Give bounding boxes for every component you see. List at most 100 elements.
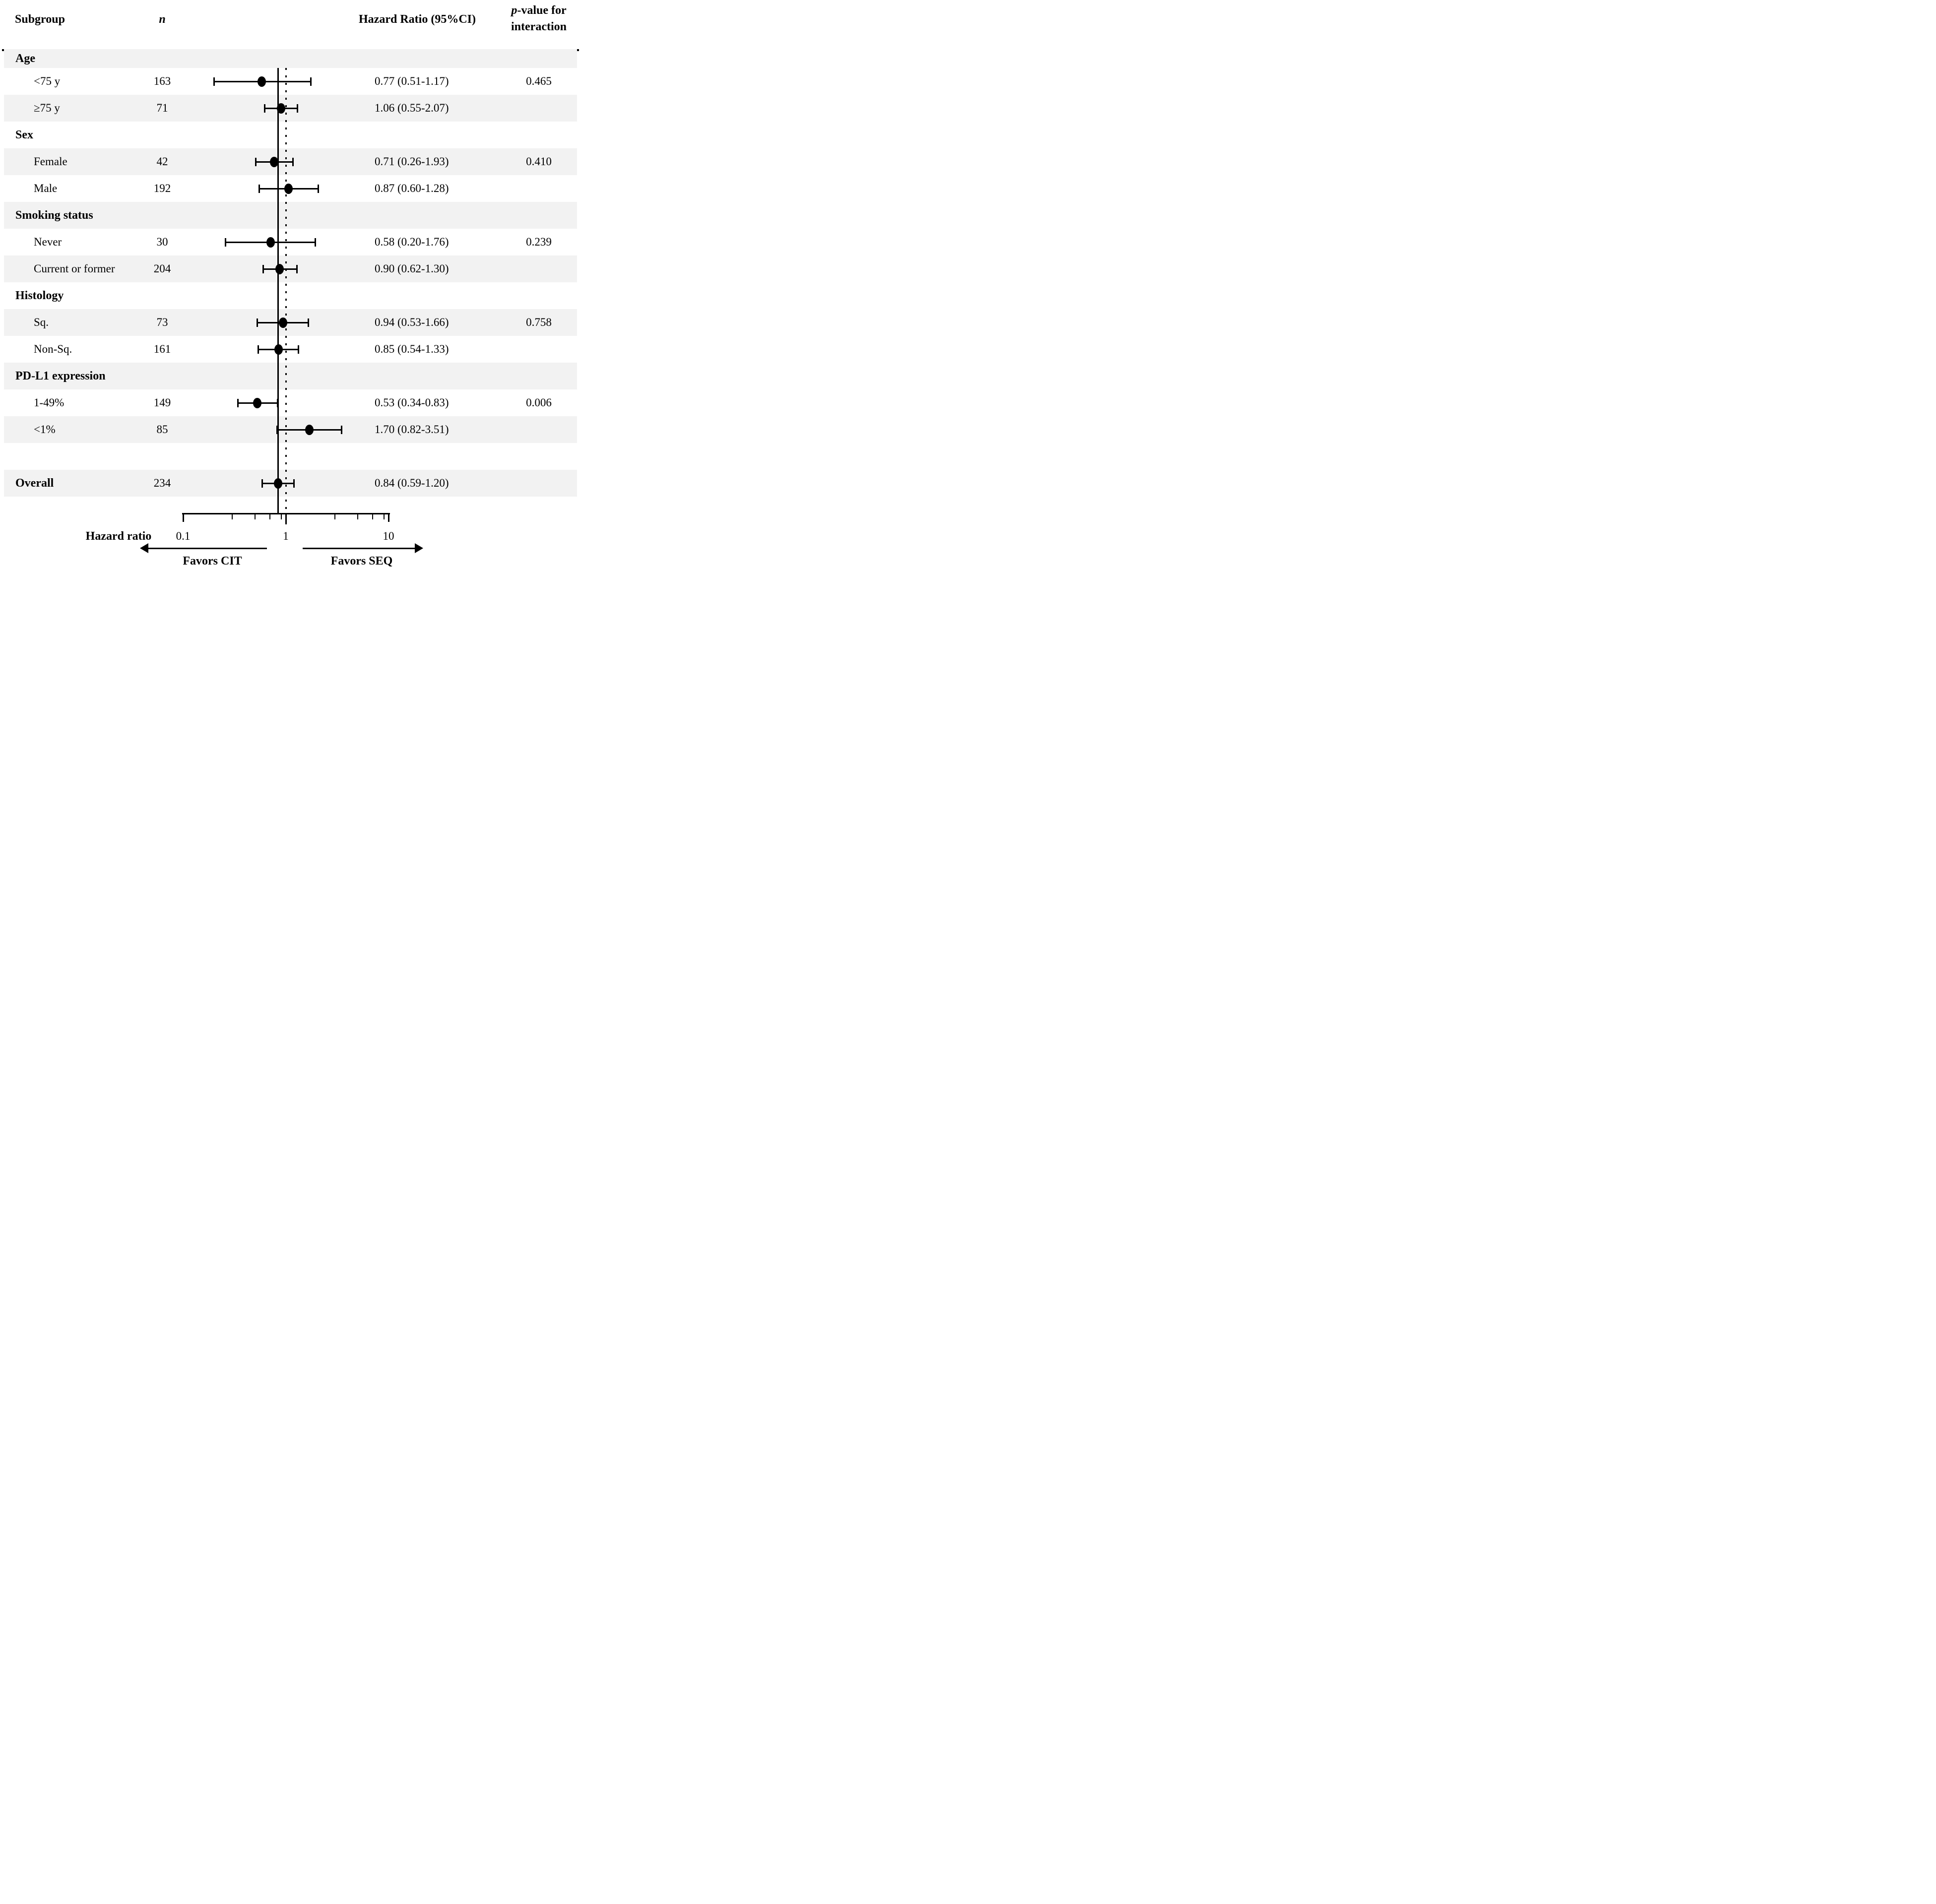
- x-axis-minor-tick: [357, 514, 358, 519]
- p-value-header-line1: p-value for: [489, 2, 581, 19]
- p-value-text: 0.410: [526, 155, 552, 168]
- x-axis-minor-tick: [280, 514, 282, 519]
- ci-cap-low: [257, 318, 258, 327]
- ci-cap-high: [308, 318, 310, 327]
- row-label-category: Sex: [15, 128, 33, 141]
- row-n-value: 234: [153, 477, 171, 489]
- row-n-value: 30: [156, 236, 168, 248]
- row-label: <75 y: [34, 75, 61, 87]
- hr-point-marker: [284, 183, 293, 194]
- ci-cap-low: [225, 238, 227, 247]
- x-axis-minor-tick: [334, 514, 335, 519]
- ci-cap-high: [296, 264, 298, 273]
- hr-point-marker: [274, 344, 283, 355]
- x-axis-minor-tick: [372, 514, 373, 519]
- row-label-category: Age: [15, 52, 35, 65]
- row-band: [4, 443, 577, 470]
- row-n-value: 42: [156, 155, 168, 168]
- p-value-text: 0.006: [526, 396, 552, 409]
- hr-point-marker: [273, 478, 282, 489]
- reference-line-hr1: [285, 68, 287, 513]
- x-axis-minor-tick: [231, 514, 233, 519]
- p-value-header-p: p: [511, 4, 517, 17]
- ci-cap-high: [292, 157, 294, 166]
- row-band: [4, 389, 577, 416]
- hr-ci-text: 0.71 (0.26-1.93): [375, 155, 449, 168]
- ci-cap-high: [297, 104, 299, 113]
- row-n-value: 71: [156, 102, 168, 114]
- row-band: [4, 202, 577, 229]
- row-n-value: 85: [156, 423, 168, 436]
- p-value-header-rest: -value for: [517, 4, 567, 17]
- ci-cap-high: [293, 479, 295, 488]
- ci-cap-high: [298, 345, 300, 354]
- hr-point-marker: [277, 103, 286, 114]
- x-axis-minor-tick: [269, 514, 270, 519]
- x-axis-caption: Hazard ratio: [85, 530, 152, 543]
- favors-left-label: Favors CIT: [183, 555, 242, 568]
- ci-cap-low: [255, 157, 257, 166]
- ci-cap-low: [263, 104, 265, 113]
- row-label: <1%: [34, 423, 56, 436]
- favors-left-arrow-line: [148, 548, 267, 549]
- hr-ci-text: 0.77 (0.51-1.17): [375, 75, 449, 87]
- row-band: [4, 363, 577, 389]
- row-label: Female: [34, 155, 67, 168]
- hr-ci-text: 0.84 (0.59-1.20): [375, 477, 449, 489]
- ci-cap-low: [258, 345, 259, 354]
- hr-point-marker: [278, 317, 287, 328]
- x-axis-minor-tick: [254, 514, 256, 519]
- row-label: Current or former: [34, 262, 115, 275]
- ci-cap-low: [261, 479, 263, 488]
- hr-point-marker: [305, 424, 314, 435]
- ci-cap-low: [276, 425, 278, 434]
- row-band: [4, 49, 577, 68]
- ci-cap-high: [341, 425, 343, 434]
- row-label: Male: [34, 182, 58, 194]
- row-n-value: 161: [153, 343, 171, 355]
- favors-left-arrow-head-icon: [140, 543, 148, 553]
- p-value-text: 0.239: [526, 236, 552, 248]
- hr-ci-text: 0.94 (0.53-1.66): [375, 316, 449, 328]
- row-label: 1-49%: [34, 396, 65, 409]
- column-header-p-value: p-value for interaction: [489, 2, 581, 35]
- row-label-category: PD-L1 expression: [15, 370, 106, 382]
- hr-ci-text: 0.58 (0.20-1.76): [375, 236, 449, 248]
- favors-right-label: Favors SEQ: [330, 555, 393, 568]
- row-band: [4, 282, 577, 309]
- row-n-value: 192: [153, 182, 171, 194]
- ci-cap-high: [317, 184, 319, 193]
- ci-cap-low: [258, 184, 260, 193]
- row-n-value: 73: [156, 316, 168, 328]
- x-axis-major-tick: [182, 514, 184, 522]
- x-axis-major-tick: [387, 514, 389, 522]
- hr-ci-text: 0.90 (0.62-1.30): [375, 262, 449, 275]
- favors-right-arrow-head-icon: [415, 543, 423, 553]
- column-header-hazard-ratio: Hazard Ratio (95%CI): [359, 13, 476, 26]
- ci-cap-high: [276, 398, 278, 407]
- ci-cap-low: [262, 264, 264, 273]
- row-label-category: Overall: [15, 477, 54, 490]
- forest-plot-figure: Subgroup n Hazard Ratio (95%CI) p-value …: [0, 0, 581, 571]
- x-axis-tick-label: 10: [383, 530, 394, 542]
- hr-point-marker: [270, 156, 278, 167]
- overall-estimate-line: [277, 68, 279, 513]
- hr-ci-text: 1.06 (0.55-2.07): [375, 102, 449, 114]
- ci-cap-low: [213, 77, 215, 86]
- row-label: Sq.: [34, 316, 49, 328]
- p-value-text: 0.758: [526, 316, 552, 328]
- hr-ci-text: 0.87 (0.60-1.28): [375, 182, 449, 194]
- hr-ci-text: 1.70 (0.82-3.51): [375, 423, 449, 436]
- ci-cap-low: [237, 398, 239, 407]
- x-axis-tick-label: 1: [283, 530, 289, 542]
- favors-right-arrow-line: [303, 548, 415, 549]
- x-axis-tick-label: 0.1: [176, 530, 191, 542]
- column-header-n: n: [159, 13, 166, 26]
- row-n-value: 204: [153, 262, 171, 275]
- row-n-value: 149: [153, 396, 171, 409]
- hr-point-marker: [253, 397, 262, 408]
- hr-point-marker: [275, 263, 284, 274]
- row-label-category: Smoking status: [15, 209, 93, 222]
- column-header-subgroup: Subgroup: [15, 13, 65, 26]
- x-axis-major-tick: [285, 514, 287, 524]
